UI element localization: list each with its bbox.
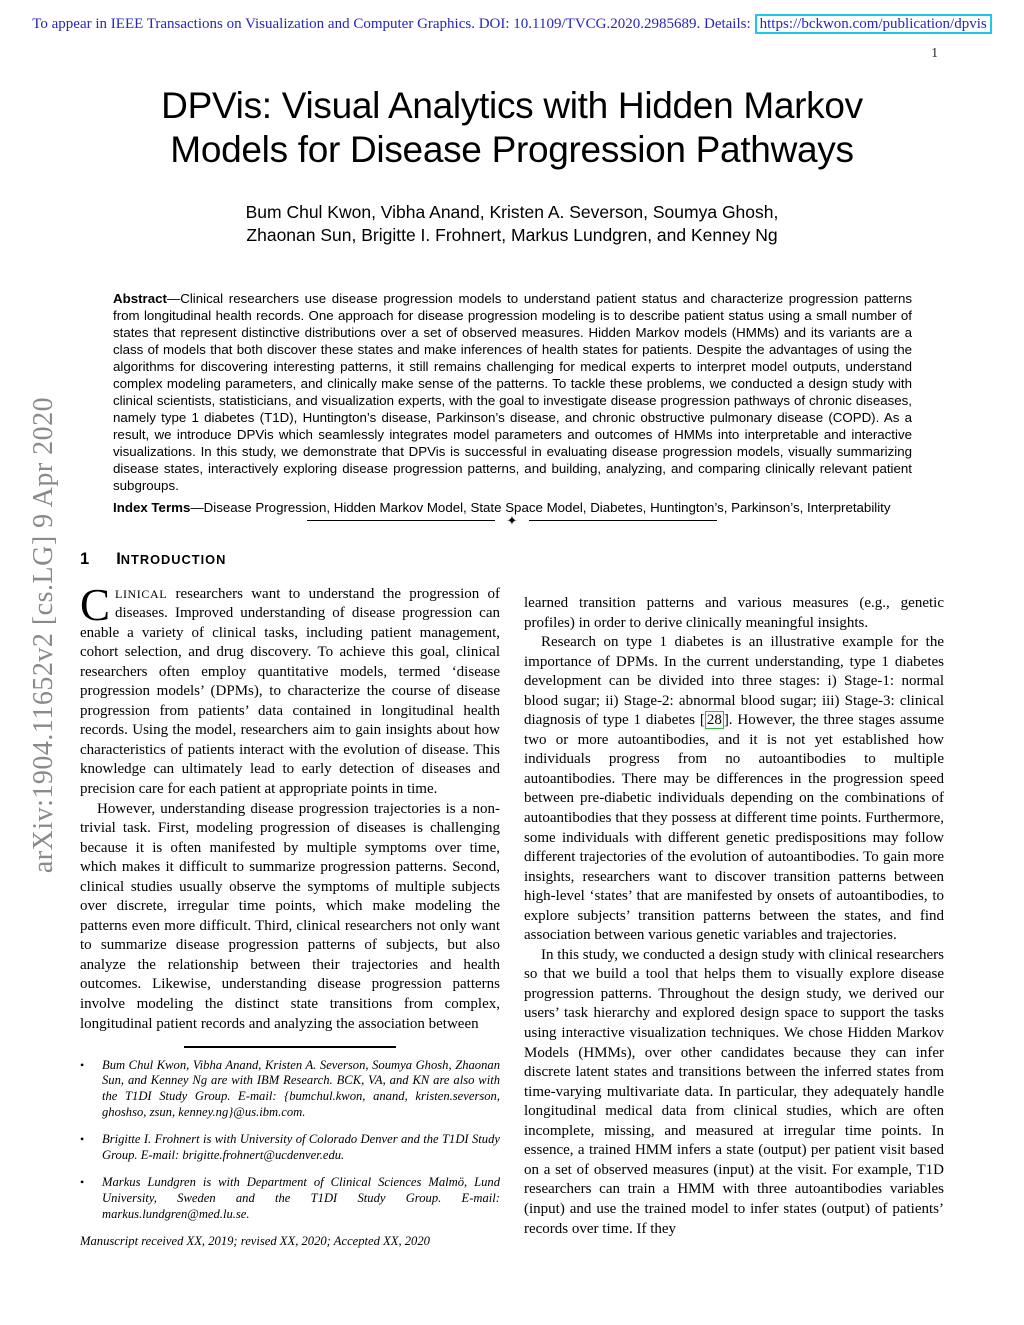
right-paragraph-2-post: ]. However, the three stages assume two … [524,712,944,944]
index-terms-body: —Disease Progression, Hidden Markov Mode… [190,500,891,516]
footnote-rule [184,1046,396,1048]
section-divider: ✦ [0,514,1024,527]
authors-line1: Bum Chul Kwon, Vibha Anand, Kristen A. S… [245,202,779,222]
page-number: 1 [931,45,938,60]
header-notice: To appear in IEEE Transactions on Visual… [0,14,1024,34]
section-title-rest: NTRODUCTION [120,552,227,567]
header-notice-text: To appear in IEEE Transactions on Visual… [32,16,751,32]
manuscript-note: Manuscript received XX, 2019; revised XX… [80,1233,430,1248]
column-right: learned transition patterns and various … [524,548,944,1250]
index-terms-label: Index Terms [113,500,191,516]
footnote-text: Bum Chul Kwon, Vibha Anand, Kristen A. S… [102,1057,500,1120]
right-paragraph-1: learned transition patterns and various … [524,595,944,631]
bullet-icon: • [80,1132,85,1147]
citation-28[interactable]: 28 [704,711,724,730]
right-paragraph-2: Research on type 1 diabetes is an illust… [524,633,944,946]
authors: Bum Chul Kwon, Vibha Anand, Kristen A. S… [0,201,1024,247]
intro-paragraph-1-text: researchers want to understand the progr… [80,585,500,798]
intro-paragraph-2: However, understanding disease progressi… [80,800,500,1032]
paper-title-line1: DPVis: Visual Analytics with Hidden Mark… [161,85,863,126]
right-paragraph-2-pre: Research on type 1 diabetes is an illust… [524,634,944,729]
divider-rule-left [306,520,495,521]
footnote-item: • Brigitte I. Frohnert is with Universit… [80,1132,500,1164]
diamond-icon: ✦ [506,513,518,528]
right-paragraph-3: In this study, we conducted a design stu… [524,946,944,1237]
bullet-icon: • [80,1057,85,1072]
authors-line2: Zhaonan Sun, Brigitte I. Frohnert, Marku… [246,225,778,246]
divider-rule-right [529,520,718,521]
section-title-initial: I [116,550,121,568]
footnote-text: Markus Lundgren is with Department of Cl… [102,1174,500,1221]
column-left: 1 INTRODUCTION C LINICAL researchers want … [80,548,500,1250]
footnote-item: • Markus Lundgren is with Department of … [80,1175,500,1223]
paper-title: DPVis: Visual Analytics with Hidden Mark… [0,84,1024,171]
arxiv-watermark: arXiv:1904.11652v2 [cs.LG] 9 Apr 2020 [28,396,59,874]
intro-smallcaps: LINICAL [115,586,168,601]
paper-title-line2: Models for Disease Progression Pathways [170,128,854,170]
intro-paragraph-1: C LINICAL researchers want to understand … [80,579,500,800]
bullet-icon: • [80,1174,85,1189]
section-number: 1 [80,550,90,568]
section-heading-introduction: 1 INTRODUCTION [80,550,500,570]
footnote-item: • Bum Chul Kwon, Vibha Anand, Kristen A.… [80,1058,500,1122]
footnote-text: Brigitte I. Frohnert is with University … [102,1132,500,1163]
footnotes: • Bum Chul Kwon, Vibha Anand, Kristen A.… [80,1058,500,1250]
abstract-label: Abstract [113,291,167,307]
abstract-body: —Clinical researchers use disease progre… [113,291,912,494]
body-columns: 1 INTRODUCTION C LINICAL researchers want … [80,548,944,1250]
abstract: Abstract—Clinical researchers use diseas… [113,290,912,494]
dropcap-c: C [80,579,111,630]
index-terms: Index Terms—Disease Progression, Hidden … [113,499,912,516]
header-doi-link[interactable]: https://bckwon.com/publication/dpvis [754,14,992,34]
